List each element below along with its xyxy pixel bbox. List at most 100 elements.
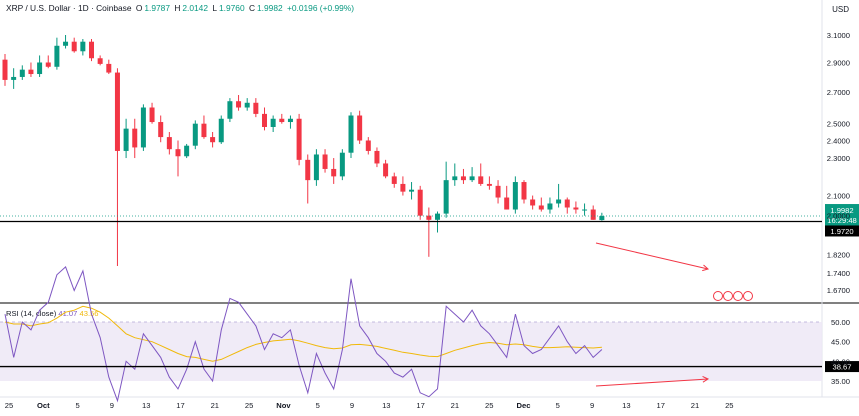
symbol-title: XRP / U.S. Dollar · 1D · Coinbase <box>6 3 132 13</box>
candle-body <box>460 176 466 181</box>
time-axis: 25 Oct 5 9 13 17 21 25 Nov 5 9 13 17 21 25 Dec 5 9 13 17 21 2… <box>5 401 734 410</box>
low-label: L <box>212 3 217 13</box>
candle-body <box>149 107 155 123</box>
candle-body <box>443 180 449 214</box>
time-tick-label: 9 <box>590 401 594 410</box>
support-price-label: 1.9720 <box>830 227 853 236</box>
candle-body <box>599 216 605 221</box>
candle-body <box>313 154 319 181</box>
countdown-label: 16:29:48 <box>827 216 857 225</box>
candle-body <box>374 150 380 164</box>
candle-body <box>97 58 103 64</box>
time-tick-label: 5 <box>75 401 79 410</box>
time-tick-label: 25 <box>245 401 253 410</box>
time-tick-label: 13 <box>142 401 150 410</box>
rsi-value: 41.07 <box>58 309 78 318</box>
high-value: 2.0142 <box>182 3 208 13</box>
rsi-ma-value: 43.56 <box>79 309 99 318</box>
time-tick-label: 5 <box>556 401 560 410</box>
candle-body <box>495 185 501 198</box>
rsi-trend-arrow-head <box>702 376 710 383</box>
close-value: 1.9982 <box>257 3 283 13</box>
rsi-header: RSI (14, close) 41.07 43.56 <box>6 309 99 318</box>
rsi-tick-label: 50.00 <box>831 318 850 327</box>
time-tick-label: 17 <box>656 401 664 410</box>
candle-body <box>339 152 345 177</box>
open-value: 1.9787 <box>144 3 170 13</box>
candle-body <box>296 118 302 160</box>
candle-body <box>452 176 458 181</box>
candle-body <box>227 101 233 119</box>
candle-body <box>391 176 397 184</box>
open-label: O <box>135 3 143 13</box>
event-marker-icon <box>743 291 753 301</box>
rsi-ma-line <box>4 305 602 362</box>
price-tick-label: 1.7400 <box>827 269 850 278</box>
candles <box>2 35 605 267</box>
candle-body <box>348 115 354 153</box>
price-tick-label: 1.8200 <box>827 251 850 260</box>
candle-body <box>409 189 415 192</box>
candle-body <box>63 41 69 46</box>
time-tick-label: Nov <box>276 401 291 410</box>
rsi-band <box>0 322 822 381</box>
rsi-tick-label: 40.00 <box>831 357 850 366</box>
rsi-level-badge <box>825 361 859 373</box>
chart-header: XRP / U.S. Dollar · 1D · Coinbase O 1.978… <box>6 3 356 13</box>
candle-body <box>71 41 77 52</box>
time-tick-label: 25 <box>5 401 13 410</box>
time-tick-label: 21 <box>691 401 699 410</box>
candle-body <box>218 118 224 143</box>
candle-body <box>417 189 423 216</box>
rsi-level-label: 38.67 <box>832 363 851 372</box>
high-label: H <box>174 3 181 13</box>
candle-body <box>253 102 259 114</box>
support-price-badge <box>825 225 859 237</box>
candle-body <box>556 199 562 204</box>
rsi-tick-label: 35.00 <box>831 377 850 386</box>
event-marker-icon <box>733 291 743 301</box>
candle-body <box>564 199 570 208</box>
close-label: C <box>248 3 256 13</box>
price-tick-label: 2.7000 <box>827 88 850 97</box>
candle-body <box>201 123 207 138</box>
time-tick-label: Oct <box>37 401 50 410</box>
candle-body <box>322 154 328 169</box>
time-tick-label: 13 <box>382 401 390 410</box>
price-tick-label: 2.1000 <box>827 192 850 201</box>
price-axis: 3.1000 2.9000 2.7000 2.5000 2.4000 2.3000 2.10… <box>827 31 850 386</box>
candle-body <box>486 183 492 186</box>
candle-body <box>89 41 94 59</box>
candle-body <box>132 128 138 148</box>
candle-body <box>11 76 17 80</box>
candle-body <box>106 63 112 73</box>
price-tick-label: 2.0000 <box>827 212 850 221</box>
rsi-line <box>4 266 603 403</box>
low-value: 1.9760 <box>219 3 245 13</box>
candle-body <box>236 101 242 108</box>
price-trend-arrow-head <box>702 264 710 272</box>
candle-body <box>357 115 363 141</box>
candle-body <box>262 113 267 127</box>
time-tick-label: 13 <box>622 401 630 410</box>
change-value: +0.0196 (+0.99%) <box>286 3 355 13</box>
time-tick-label: 25 <box>725 401 733 410</box>
candle-body <box>573 207 579 210</box>
candle-body <box>331 168 337 177</box>
time-tick-label: 17 <box>176 401 184 410</box>
candle-body <box>547 203 553 210</box>
candle-body <box>478 176 484 184</box>
candle-body <box>54 45 60 67</box>
candle-body <box>504 197 510 210</box>
candle-body <box>184 145 190 157</box>
current-price-badge <box>825 204 859 227</box>
candle-body <box>270 118 276 127</box>
price-trend-arrow <box>595 242 709 270</box>
rsi-trend-arrow <box>595 378 709 387</box>
candle-body <box>582 209 588 211</box>
candle-body <box>2 59 8 80</box>
candle-body <box>305 159 311 181</box>
time-tick-label: Dec <box>517 401 531 410</box>
price-tick-label: 1.6700 <box>827 286 850 295</box>
